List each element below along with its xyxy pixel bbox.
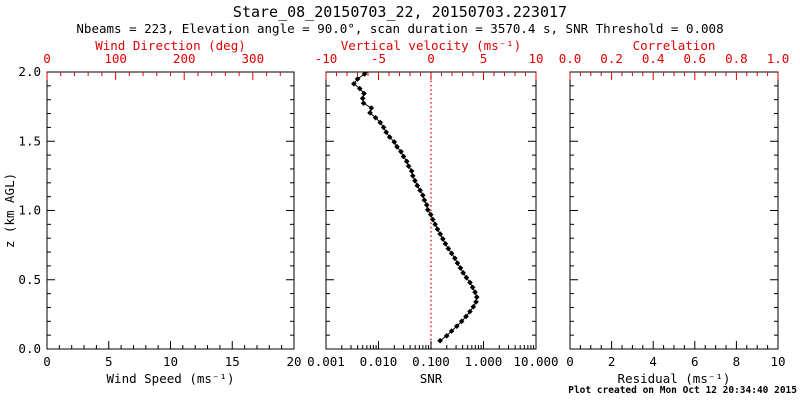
svg-text:Wind Direction (deg): Wind Direction (deg) xyxy=(95,38,246,53)
residual-panel-y-axis xyxy=(570,71,778,350)
svg-text:20: 20 xyxy=(286,354,301,369)
wind-panel: 0 5 10 15 20 Wind Speed (ms⁻¹) 0 100 200 300Wind … xyxy=(2,38,302,386)
svg-text:0.8: 0.8 xyxy=(725,51,748,66)
svg-text:2.0: 2.0 xyxy=(18,64,41,79)
wind-panel-box xyxy=(46,71,295,350)
svg-text:10: 10 xyxy=(528,51,543,66)
svg-text:100: 100 xyxy=(104,51,127,66)
snr-panel-bottom-axis: 0.001 0.010 0.100 1.000 10.000 SNR xyxy=(307,341,559,386)
svg-text:1.0: 1.0 xyxy=(767,51,790,66)
wind-panel-bottom-axis: 0 5 10 15 20 Wind Speed (ms⁻¹) xyxy=(43,341,302,386)
svg-text:0.100: 0.100 xyxy=(412,354,450,369)
svg-text:0.010: 0.010 xyxy=(360,354,398,369)
svg-text:200: 200 xyxy=(173,51,196,66)
svg-text:0: 0 xyxy=(566,354,574,369)
svg-text:0: 0 xyxy=(43,51,51,66)
svg-text:4: 4 xyxy=(649,354,657,369)
svg-text:8: 8 xyxy=(733,354,741,369)
svg-text:10.000: 10.000 xyxy=(513,354,558,369)
svg-text:0.001: 0.001 xyxy=(307,354,345,369)
svg-text:1.5: 1.5 xyxy=(18,133,41,148)
svg-text:10: 10 xyxy=(770,354,785,369)
svg-text:300: 300 xyxy=(242,51,265,66)
svg-text:0.5: 0.5 xyxy=(18,272,41,287)
svg-text:Residual (ms⁻¹): Residual (ms⁻¹) xyxy=(618,371,731,386)
residual-panel: 0 2 4 6 8 10 Residual (ms⁻¹) 0.0 0.2 0.4 0.6 0.8 1.0… xyxy=(559,38,790,386)
wind-panel-y-axis: 0.0 0.5 1.0 1.5 2.0 z (km AGL) xyxy=(2,64,294,356)
svg-text:6: 6 xyxy=(691,354,699,369)
plot-subtitle: Nbeams = 223, Elevation angle = 90.0°, s… xyxy=(76,21,724,36)
svg-text:Wind Speed (ms⁻¹): Wind Speed (ms⁻¹) xyxy=(107,371,235,386)
svg-text:0.0: 0.0 xyxy=(18,341,41,356)
svg-text:0.2: 0.2 xyxy=(600,51,623,66)
svg-text:0.4: 0.4 xyxy=(642,51,665,66)
residual-panel-top-axis: 0.0 0.2 0.4 0.6 0.8 1.0 Correlation xyxy=(559,38,790,80)
snr-panel-y-axis xyxy=(326,71,536,350)
svg-text:z (km AGL): z (km AGL) xyxy=(2,173,17,248)
snr-panel: 0.001 0.010 0.100 1.000 10.000 SNR -10 -5 0 5 10 Ve… xyxy=(307,38,558,386)
svg-text:10: 10 xyxy=(163,354,178,369)
svg-text:0.6: 0.6 xyxy=(684,51,707,66)
svg-text:-5: -5 xyxy=(371,51,386,66)
svg-text:0.0: 0.0 xyxy=(559,51,582,66)
svg-text:1.0: 1.0 xyxy=(18,203,41,218)
plot-title: Stare_08_20150703_22, 20150703.223017 xyxy=(232,3,568,21)
snr-profile-points xyxy=(351,72,480,344)
svg-text:SNR: SNR xyxy=(420,371,443,386)
residual-panel-bottom-axis: 0 2 4 6 8 10 Residual (ms⁻¹) xyxy=(566,341,786,386)
svg-text:5: 5 xyxy=(480,51,488,66)
svg-text:1.000: 1.000 xyxy=(465,354,503,369)
svg-text:0: 0 xyxy=(427,51,435,66)
svg-text:2: 2 xyxy=(608,354,616,369)
svg-text:15: 15 xyxy=(225,354,240,369)
svg-text:5: 5 xyxy=(105,354,113,369)
residual-panel-box xyxy=(569,71,779,350)
snr-profile xyxy=(351,72,480,344)
plot-created-timestamp: Plot created on Mon Oct 12 20:34:40 2015 xyxy=(568,385,797,396)
svg-text:Correlation: Correlation xyxy=(633,38,716,53)
snr-panel-top-axis: -10 -5 0 5 10 Vertical velocity (ms⁻¹) xyxy=(315,38,544,80)
svg-text:-10: -10 xyxy=(315,51,338,66)
svg-text:Vertical velocity (ms⁻¹): Vertical velocity (ms⁻¹) xyxy=(341,38,522,53)
svg-text:0: 0 xyxy=(43,354,51,369)
